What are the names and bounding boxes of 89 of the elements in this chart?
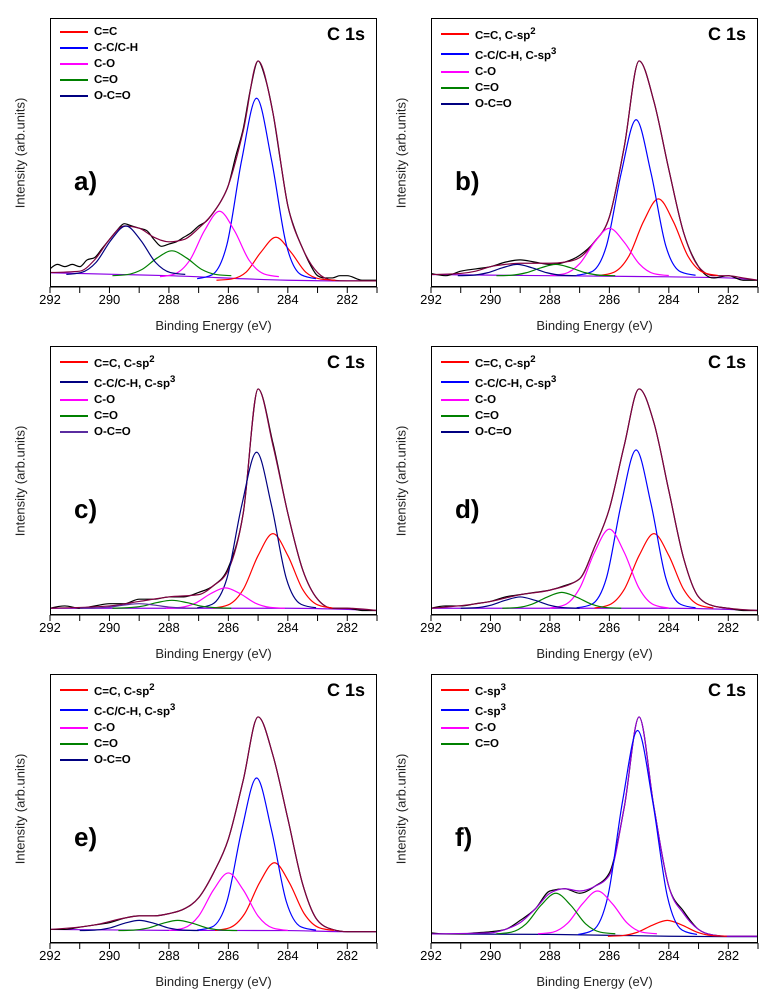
legend-label: C=O xyxy=(94,736,118,752)
x-tick-label: 290 xyxy=(98,292,120,308)
x-tick-label: 290 xyxy=(480,620,502,636)
y-axis-title: Intensity (arb.units) xyxy=(12,753,28,864)
legend-label: C-O xyxy=(94,720,116,736)
legend-label: C=C, C-sp$^{2}$ xyxy=(475,25,536,44)
x-axis-title: Binding Energy (eV) xyxy=(536,974,653,989)
text: C 1s xyxy=(708,680,746,701)
legend-label: C-C/C-H, C-sp$^{3}$ xyxy=(94,372,176,392)
legend-label: C-C/C-H, C-sp$^{3}$ xyxy=(475,372,556,392)
x-tick-label: 284 xyxy=(276,620,299,636)
legend-label: C=C xyxy=(94,25,118,40)
x-axis-title: Binding Energy (eV) xyxy=(536,318,653,333)
x-tick-label: 284 xyxy=(276,292,299,308)
legend-label: C=O xyxy=(475,80,499,96)
x-tick-label: 288 xyxy=(158,948,180,964)
text: C 1s xyxy=(326,24,365,45)
x-tick-label: 292 xyxy=(420,620,442,636)
y-axis-title: Intensity (arb.units) xyxy=(12,97,28,208)
x-tick-label: 290 xyxy=(98,620,120,636)
annotation: d) xyxy=(455,494,480,525)
text: C 1s xyxy=(708,352,746,373)
x-tick-label: 292 xyxy=(39,292,61,308)
x-tick-label: 284 xyxy=(658,292,680,308)
annotation: b) xyxy=(455,166,480,197)
x-tick-label: 282 xyxy=(336,620,358,636)
legend-label: O-C=O xyxy=(475,424,512,440)
x-axis-title: Binding Energy (eV) xyxy=(155,974,272,989)
legend-label: C-sp$^{3}$ xyxy=(475,700,506,720)
legend-label: C-C/C-H, C-sp$^{3}$ xyxy=(475,44,556,64)
x-tick-label: 286 xyxy=(218,292,240,308)
x-tick-label: 282 xyxy=(336,292,358,308)
y-axis-title: Intensity (arb.units) xyxy=(12,425,28,536)
x-tick-label: 286 xyxy=(598,620,620,636)
legend-label: O-C=O xyxy=(94,752,131,768)
annotation: a) xyxy=(74,166,98,197)
x-tick-label: 282 xyxy=(336,948,358,964)
y-axis-title: Intensity (arb.units) xyxy=(394,425,408,536)
x-axis-title: Binding Energy (eV) xyxy=(155,646,272,661)
legend-label: C=C, C-sp$^{2}$ xyxy=(94,353,155,372)
legend-label: O-C=O xyxy=(475,96,512,112)
y-axis-title: Intensity (arb.units) xyxy=(394,97,408,208)
x-tick-label: 282 xyxy=(717,948,740,964)
legend-label: C-O xyxy=(475,64,496,80)
y-axis-title: Intensity (arb.units) xyxy=(394,753,408,864)
x-tick-label: 284 xyxy=(658,948,680,964)
x-tick-label: 292 xyxy=(420,292,442,308)
legend-label: C-O xyxy=(475,720,496,736)
x-tick-label: 292 xyxy=(39,948,61,964)
legend-label: O-C=O xyxy=(94,424,131,440)
x-tick-label: 288 xyxy=(539,948,561,964)
x-tick-label: 286 xyxy=(218,620,240,636)
x-tick-label: 288 xyxy=(539,292,561,308)
legend-label: C-C/C-H, C-sp$^{3}$ xyxy=(94,700,176,720)
x-tick-label: 290 xyxy=(480,292,502,308)
x-tick-label: 286 xyxy=(218,948,240,964)
legend-label: C-O xyxy=(475,392,496,408)
text: C 1s xyxy=(326,352,365,373)
annotation: f) xyxy=(455,822,472,853)
legend-label: C-C/C-H xyxy=(94,41,138,56)
annotation: c) xyxy=(74,494,98,525)
legend-label: O-C=O xyxy=(94,89,131,104)
x-axis-title: Binding Energy (eV) xyxy=(155,318,272,333)
annotation: e) xyxy=(74,822,98,853)
legend-label: C=C, C-sp$^{2}$ xyxy=(94,681,155,700)
x-tick-label: 290 xyxy=(98,948,120,964)
x-tick-label: 286 xyxy=(598,948,620,964)
legend-label: C=O xyxy=(94,73,118,88)
x-tick-label: 282 xyxy=(717,620,740,636)
x-tick-label: 282 xyxy=(717,292,740,308)
x-axis-title: Binding Energy (eV) xyxy=(536,646,653,661)
x-tick-label: 284 xyxy=(276,948,299,964)
text: C 1s xyxy=(326,680,365,701)
legend-label: C=O xyxy=(94,408,118,424)
x-tick-label: 290 xyxy=(480,948,502,964)
text: C 1s xyxy=(708,24,746,45)
x-tick-label: 292 xyxy=(39,620,61,636)
legend-label: C=O xyxy=(475,408,499,424)
legend-label: C-O xyxy=(94,57,116,72)
legend-label: C-sp$^{3}$ xyxy=(475,681,506,700)
x-tick-label: 288 xyxy=(158,292,180,308)
x-tick-label: 284 xyxy=(658,620,680,636)
legend-label: C=O xyxy=(475,736,499,752)
legend-label: C-O xyxy=(94,392,116,408)
x-tick-label: 292 xyxy=(420,948,442,964)
x-tick-label: 288 xyxy=(158,620,180,636)
x-tick-label: 286 xyxy=(598,292,620,308)
legend-label: C=C, C-sp$^{2}$ xyxy=(475,353,536,372)
x-tick-label: 288 xyxy=(539,620,561,636)
